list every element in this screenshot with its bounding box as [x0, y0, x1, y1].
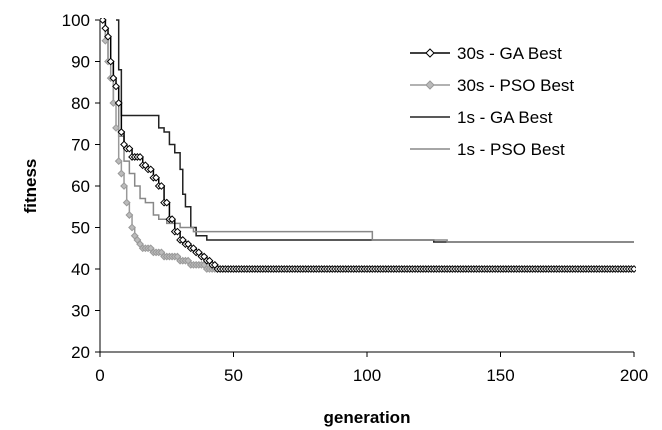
y-tick-label: 30	[71, 302, 90, 321]
data-point-marker	[125, 144, 134, 153]
y-tick-label: 100	[62, 11, 90, 30]
data-point-marker	[173, 227, 182, 236]
legend-label: 1s - GA Best	[457, 108, 553, 127]
data-point-marker	[109, 74, 118, 83]
legend-item: 30s - GA Best	[410, 44, 562, 63]
y-tick-label: 50	[71, 219, 90, 238]
data-point-marker	[106, 57, 115, 66]
data-point-marker	[122, 198, 131, 207]
y-tick-label: 90	[71, 53, 90, 72]
data-point-marker	[117, 128, 126, 136]
data-point-marker	[109, 99, 118, 107]
data-point-marker	[125, 211, 134, 219]
legend-label: 30s - GA Best	[457, 44, 562, 63]
x-tick-label: 150	[486, 366, 514, 385]
y-tick-label: 60	[71, 177, 90, 196]
series-2	[116, 19, 634, 243]
data-point-marker	[157, 182, 166, 190]
legend-swatch-marker	[425, 80, 435, 90]
data-point-marker	[152, 173, 160, 182]
data-point-marker	[128, 223, 136, 232]
series-0	[100, 18, 636, 273]
x-tick-label: 100	[353, 366, 381, 385]
y-tick-group: 20 30 40 50 60 70 80 90 100	[62, 11, 100, 362]
data-point-marker	[114, 157, 123, 166]
y-axis-title: fitness	[21, 159, 40, 214]
legend-label: 1s - PSO Best	[457, 140, 565, 159]
y-tick-label: 70	[71, 136, 90, 155]
x-tick-label: 50	[224, 366, 243, 385]
legend-swatch-marker	[425, 48, 435, 58]
data-point-marker	[162, 198, 171, 207]
data-point-marker	[630, 265, 636, 273]
y-tick-label: 20	[71, 343, 90, 362]
y-tick-label: 40	[71, 260, 90, 279]
x-tick-group: 0 50 100 150 200	[95, 352, 648, 385]
data-point-marker	[104, 32, 112, 41]
x-tick-label: 200	[620, 366, 648, 385]
data-point-marker	[112, 82, 120, 91]
chart-legend: 30s - GA Best 30s - PSO Best 1s - GA Best 1…	[410, 44, 574, 159]
series-layer	[100, 18, 636, 273]
data-point-marker	[146, 165, 155, 174]
data-point-marker	[114, 99, 123, 107]
data-point-marker	[112, 123, 120, 132]
x-axis-title: generation	[324, 408, 411, 427]
data-point-marker	[136, 153, 144, 161]
data-point-marker	[168, 215, 176, 224]
data-point-marker	[120, 182, 128, 190]
data-point-marker	[117, 169, 126, 178]
series-line	[116, 19, 634, 243]
legend-item: 30s - PSO Best	[410, 76, 574, 95]
data-point-marker	[100, 18, 107, 24]
y-tick-label: 80	[71, 94, 90, 113]
legend-item: 1s - GA Best	[410, 108, 553, 127]
data-point-marker	[101, 24, 110, 33]
legend-label: 30s - PSO Best	[457, 76, 574, 95]
x-tick-label: 0	[95, 366, 104, 385]
legend-item: 1s - PSO Best	[410, 140, 565, 159]
